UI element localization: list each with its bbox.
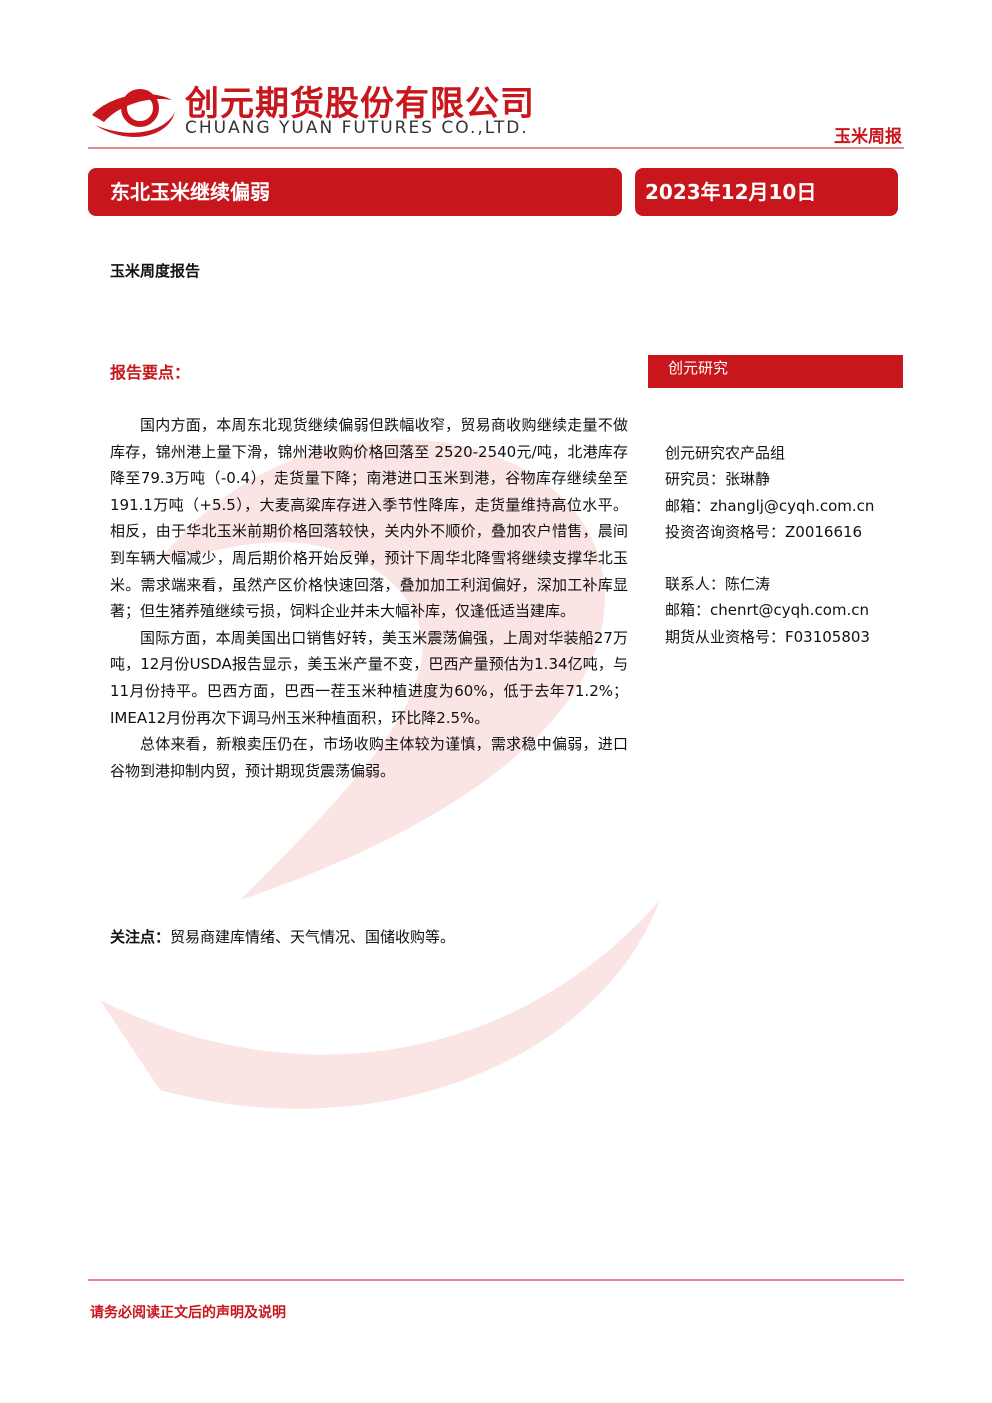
sidebar-heading: 创元研究 [648, 355, 903, 388]
subtitle: 玉米周度报告 [110, 262, 201, 280]
summary-heading: 报告要点： [110, 363, 191, 382]
logo [92, 94, 172, 122]
focus: 关注点：贸易商建库情绪、天气情况、国储收购等。 [110, 926, 455, 947]
contact-line: 研究员：张琳静 [665, 470, 771, 489]
watermark [100, 900, 660, 1109]
contact-line: 联系人：陈仁涛 [665, 575, 771, 593]
company-en: CHUANG YUAN FUTURES CO.,LTD. [185, 118, 529, 138]
paragraph: 国际方面，本周美国出口销售好转，美玉米震荡偏强，上周对华装船27万吨，12月份U… [110, 628, 628, 727]
banner-date: 2023年12月10日 [635, 168, 898, 216]
focus-text: 贸易商建库情绪、天气情况、国储收购等。 [170, 928, 456, 946]
company-cn: 创元期货股份有限公司 [185, 84, 535, 124]
sidebar-group: 联系人：陈仁涛 邮箱：chenrt@cyqh.com.cn 期货从业资格号：F0… [665, 571, 870, 650]
contact-line: 期货从业资格号：F03105803 [665, 627, 870, 646]
paragraph: 国内方面，本周东北现货继续偏弱但跌幅收窄，贸易商收购继续走量不做库存，锦州港上量… [110, 416, 628, 621]
logo [121, 89, 159, 127]
contact-line: 邮箱：chenrt@cyqh.com.cn [665, 601, 870, 620]
contact-line: 邮箱：zhanglj@cyqh.com.cn [665, 496, 875, 515]
summary-body: 国内方面，本周东北现货继续偏弱但跌幅收窄，贸易商收购继续走量不做库存，锦州港上量… [110, 412, 628, 784]
banner-title: 东北玉米继续偏弱 [88, 168, 622, 216]
logo [95, 112, 175, 137]
contact-line: 创元研究农产品组 [665, 444, 786, 462]
footer: 请务必阅读正文后的声明及说明 [90, 1305, 286, 1321]
contact-line: 投资咨询资格号：Z0016616 [665, 522, 863, 541]
paragraph: 总体来看，新粮卖压仍在，市场收购主体较为谨慎，需求稳中偏弱，进口谷物到港抑制内贸… [110, 735, 628, 780]
report-type: 玉米周报 [834, 127, 902, 147]
focus-label: 关注点： [110, 928, 171, 946]
watermark [160, 439, 605, 900]
sidebar-group: 创元研究农产品组 研究员：张琳静 邮箱：zhanglj@cyqh.com.cn … [665, 440, 874, 545]
